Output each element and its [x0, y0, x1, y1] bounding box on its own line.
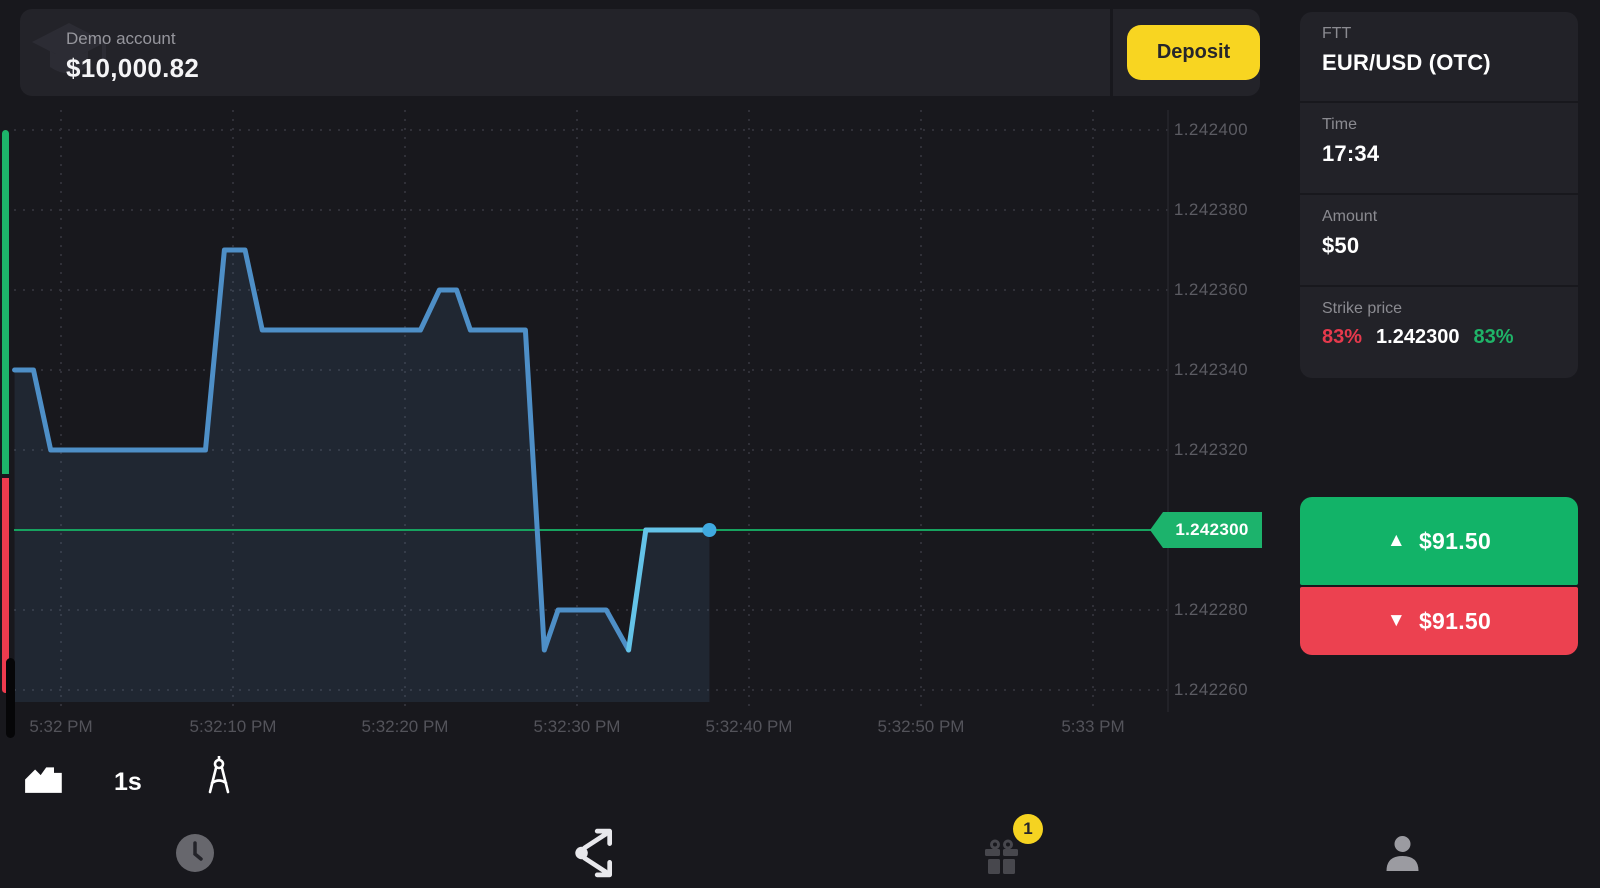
topbar-divider: [1110, 9, 1113, 96]
strike-price-value: 1.242300: [1376, 326, 1460, 348]
gauge-scrollbar[interactable]: [6, 658, 15, 738]
time-tick-label: 5:33 PM: [1061, 717, 1125, 736]
time-tick-label: 5:32:50 PM: [877, 717, 965, 736]
drawing-tools-button[interactable]: [203, 754, 235, 803]
amount-card[interactable]: Amount $50: [1300, 195, 1578, 285]
amount-value: $50: [1322, 233, 1360, 258]
strike-label: Strike price: [1322, 300, 1403, 317]
clock-icon: [176, 834, 214, 872]
time-tick-label: 5:32:40 PM: [705, 717, 793, 736]
strike-card: Strike price 83% 1.242300 83%: [1300, 287, 1578, 378]
profile-button[interactable]: [1382, 833, 1423, 878]
asset-card[interactable]: FTT EUR/USD (OTC): [1300, 12, 1578, 101]
time-label: Time: [1322, 116, 1357, 133]
timeframe-button[interactable]: 1s: [114, 768, 142, 796]
time-tick-label: 5:32 PM: [29, 717, 93, 736]
chart-area[interactable]: [0, 98, 1270, 744]
strike-down-percent: 83%: [1322, 326, 1363, 348]
time-tick-label: 5:32:10 PM: [189, 717, 277, 736]
time-tick-label: 5:32:30 PM: [533, 717, 621, 736]
sell-payout: $91.50: [1418, 607, 1492, 634]
compass-icon: [208, 754, 230, 794]
sentiment-gauge-down: [2, 478, 9, 693]
account-balance[interactable]: $10,000.82: [66, 53, 200, 83]
strike-up-percent: 83%: [1473, 326, 1514, 348]
buy-up-button[interactable]: ▲ $91.50: [1300, 497, 1578, 585]
price-tick-label: 1.242340: [1173, 360, 1248, 379]
time-card[interactable]: Time 17:34: [1300, 103, 1578, 193]
area-chart-icon: [25, 767, 62, 793]
top-bar: Demo account $10,000.82 Deposit: [20, 9, 1260, 96]
account-type-label: Demo account: [66, 29, 176, 48]
trades-history-button[interactable]: [175, 833, 216, 879]
time-value: 17:34: [1322, 141, 1380, 166]
down-arrow-icon: ▼: [1386, 610, 1406, 631]
amount-label: Amount: [1322, 208, 1378, 225]
buy-payout: $91.50: [1418, 527, 1492, 554]
price-tick-label: 1.242260: [1173, 680, 1248, 699]
chart-type-button[interactable]: [24, 764, 64, 799]
gift-badge: 1: [1013, 814, 1043, 844]
sentiment-gauge-up: [2, 130, 9, 474]
deposit-button[interactable]: Deposit: [1127, 25, 1260, 80]
gifts-button[interactable]: [982, 838, 1022, 881]
gift-icon: [985, 839, 1018, 874]
price-axis: 1.242400 1.242380 1.242360 1.242340 1.242320…: [1158, 0, 1250, 888]
price-tick-label: 1.242320: [1173, 440, 1248, 459]
profile-icon: [1386, 836, 1419, 871]
sell-down-button[interactable]: ▼ $91.50: [1300, 587, 1578, 655]
up-arrow-icon: ▲: [1386, 530, 1406, 551]
time-tick-label: 5:32:20 PM: [361, 717, 449, 736]
expand-chart-button[interactable]: [570, 828, 616, 883]
price-tick-label: 1.242400: [1173, 120, 1248, 139]
asset-name: EUR/USD (OTC): [1322, 50, 1491, 75]
strike-price-tag: 1.242300: [1150, 512, 1262, 548]
price-tick-label: 1.242280: [1173, 600, 1248, 619]
price-tick-label: 1.242380: [1173, 200, 1248, 219]
price-tick-label: 1.242360: [1173, 280, 1248, 299]
demo-account-icon: [26, 15, 112, 96]
time-axis: 5:32 PM 5:32:10 PM 5:32:20 PM 5:32:30 PM 5:3…: [0, 712, 1270, 742]
asset-type-label: FTT: [1322, 25, 1352, 42]
expand-arrows-icon: [575, 828, 613, 878]
